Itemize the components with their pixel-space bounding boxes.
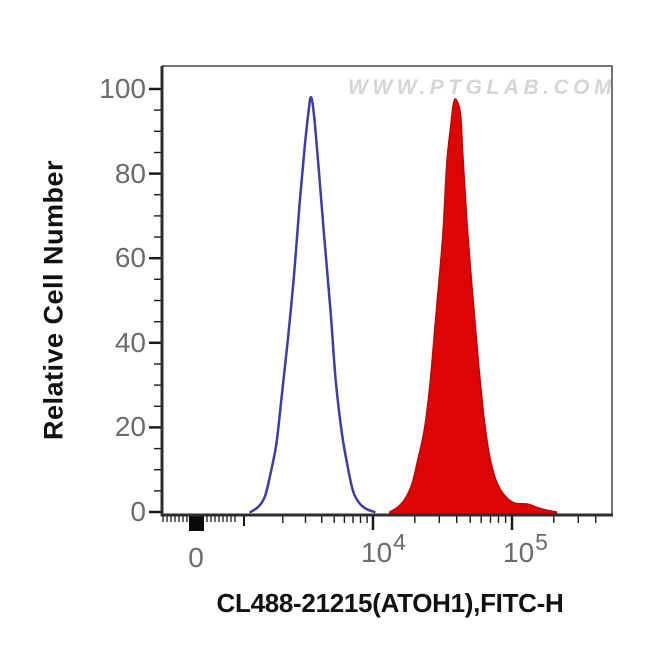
- ptglab-watermark: WWW.PTGLAB.COM: [348, 76, 616, 99]
- y-tick-label-100: 100: [99, 73, 146, 104]
- y-tick-label-40: 40: [114, 327, 146, 358]
- x-tick-label-1e5: 105: [503, 529, 548, 568]
- x-axis-title: CL488-21215(ATOH1),FITC-H: [216, 588, 564, 618]
- y-tick-label-80: 80: [114, 158, 146, 189]
- y-tick-label-60: 60: [114, 242, 146, 273]
- x-tick-label-zero: 0: [188, 542, 204, 573]
- x-tick-label-1e4: 104: [361, 529, 406, 568]
- y-tick-label-0: 0: [130, 496, 146, 527]
- y-tick-label-20: 20: [114, 411, 146, 442]
- y-axis-title: Relative Cell Number: [38, 159, 69, 441]
